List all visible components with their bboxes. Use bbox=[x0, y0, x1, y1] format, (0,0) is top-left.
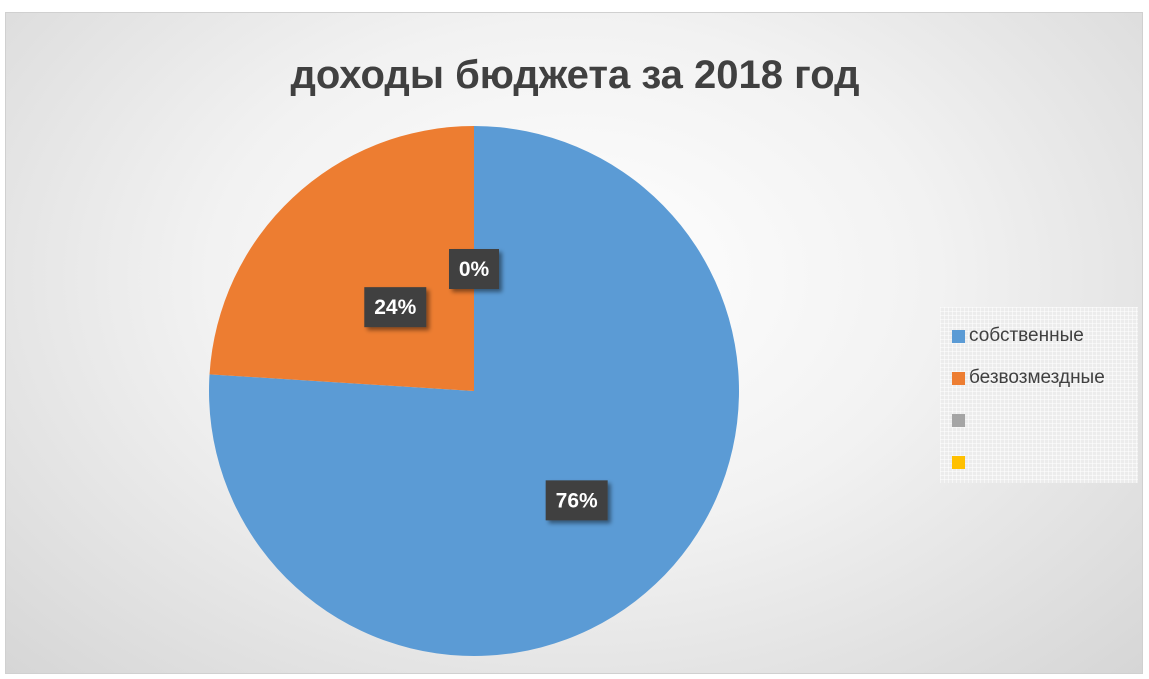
legend-swatch bbox=[952, 371, 965, 385]
legend-label: безвозмездные bbox=[969, 367, 1105, 388]
legend-item-3 bbox=[952, 408, 969, 432]
data-label-text: 0% bbox=[459, 258, 490, 281]
chart-title: доходы бюджета за 2018 год bbox=[290, 53, 860, 97]
legend-item-4 bbox=[952, 450, 969, 474]
chart-area: доходы бюджета за 2018 год 76% 24% 0% собс… bbox=[5, 12, 1143, 674]
pie-slice-1 bbox=[209, 126, 740, 656]
data-label-3: 0% bbox=[449, 249, 499, 289]
data-label-box bbox=[364, 287, 427, 328]
legend-label: собственные bbox=[969, 325, 1084, 346]
data-label-text: 24% bbox=[374, 296, 416, 319]
pie-slice-2 bbox=[209, 126, 474, 391]
legend-item-1: собственные bbox=[952, 324, 1084, 348]
legend-swatch bbox=[952, 329, 965, 343]
legend-item-2: безвозмездные bbox=[952, 366, 1105, 390]
chart-legend: собственные безвозмездные bbox=[940, 307, 1138, 483]
data-label-1: 76% bbox=[545, 480, 608, 521]
pie-chart: 76% 24% 0% bbox=[209, 126, 740, 656]
legend-swatch bbox=[952, 455, 965, 469]
data-label-box bbox=[449, 249, 499, 289]
data-label-2: 24% bbox=[364, 287, 427, 328]
data-label-text: 76% bbox=[556, 489, 598, 512]
legend-swatch bbox=[952, 413, 965, 427]
data-label-box bbox=[545, 480, 608, 521]
